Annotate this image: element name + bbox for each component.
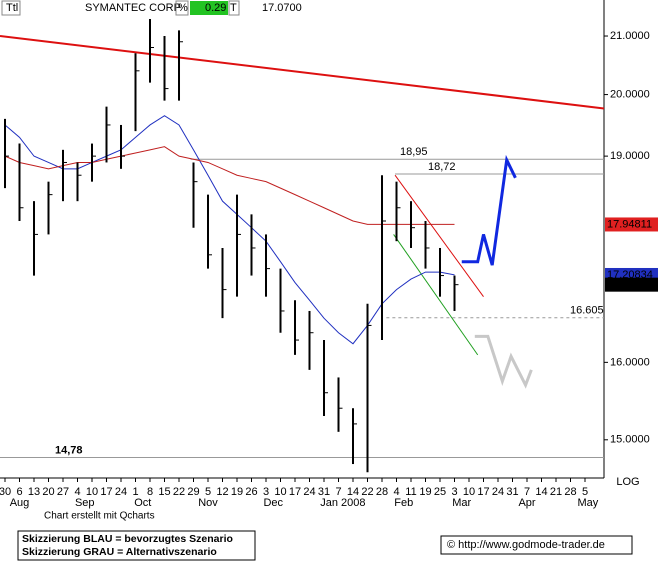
x-tick-label: 15	[158, 486, 170, 498]
month-label: Dec	[263, 497, 283, 509]
header-box	[228, 0, 240, 16]
x-tick-label: 6	[16, 486, 22, 498]
x-tick-label: 19	[231, 486, 243, 498]
x-tick-label: 14	[347, 486, 359, 498]
credit: Chart erstellt mit Qcharts	[44, 511, 155, 522]
x-tick-label: 28	[564, 486, 576, 498]
header-box	[1, 0, 21, 16]
level-label: 18,72	[428, 161, 456, 173]
source: © http://www.godmode-trader.de	[447, 539, 605, 551]
x-tick-label: 12	[216, 486, 228, 498]
scenario	[461, 154, 517, 266]
x-tick-label: 5	[205, 486, 211, 498]
x-tick-label: 24	[492, 486, 504, 498]
header-box	[175, 0, 189, 16]
level-label: 16.605	[570, 305, 604, 317]
x-tick-label: 27	[57, 486, 69, 498]
x-tick-label: 19	[419, 486, 431, 498]
month-label: Jan 2008	[320, 497, 365, 509]
month-label: Apr	[518, 497, 535, 509]
x-tick-label: 21	[550, 486, 562, 498]
x-tick-label: 24	[303, 486, 315, 498]
month-label: Oct	[134, 497, 151, 509]
x-tick-label: 24	[115, 486, 127, 498]
x-tick-label: 26	[245, 486, 257, 498]
pct-label: %	[178, 2, 188, 14]
symbol: Ttl	[6, 2, 18, 14]
x-tick-label: 17	[100, 486, 112, 498]
legend-blue: Skizzierung BLAU = bevorzugtes Szenario	[22, 533, 233, 545]
month-label: Sep	[75, 497, 95, 509]
x-tick-label: 31	[506, 486, 518, 498]
x-tick-label: 7	[335, 486, 341, 498]
x-tick-label: 5	[582, 486, 588, 498]
month-label: Aug	[10, 497, 30, 509]
change: 0.29	[205, 2, 226, 14]
x-tick-label: 8	[147, 486, 153, 498]
x-tick-label: 13	[28, 486, 40, 498]
x-tick-label: 28	[376, 486, 388, 498]
last-price: 17.0700	[262, 2, 302, 14]
x-tick-label: 29	[187, 486, 199, 498]
x-tick-label: 7	[524, 486, 530, 498]
x-tick-label: 1	[132, 486, 138, 498]
legend-box	[17, 530, 256, 561]
scenario	[474, 334, 533, 389]
y-tick-label: 21.0000	[610, 30, 650, 42]
price-tag	[605, 277, 658, 292]
x-tick-label: 25	[434, 486, 446, 498]
x-tick-label: 4	[74, 486, 80, 498]
t-label: T	[230, 2, 237, 14]
month-label: Feb	[394, 497, 413, 509]
company-name: SYMANTEC CORP	[85, 2, 181, 14]
y-tick-label: 19.0000	[610, 150, 650, 162]
moving-average	[4, 115, 455, 345]
x-tick-label: 11	[405, 486, 416, 498]
price-tag-label: 17.0700	[607, 279, 647, 291]
trend-line	[393, 234, 479, 356]
trend-line	[0, 35, 605, 110]
x-tick-label: 17	[289, 486, 301, 498]
x-tick-label: 3	[451, 486, 457, 498]
month-label: Mar	[452, 497, 471, 509]
x-tick-label: 20	[42, 486, 54, 498]
x-tick-label: 4	[393, 486, 399, 498]
x-tick-label: 30	[0, 486, 11, 498]
moving-average	[4, 146, 455, 225]
x-tick-label: 14	[535, 486, 547, 498]
y-tick-label: 15.0000	[610, 434, 650, 446]
legend-grey: Skizzierung GRAU = Alternativszenario	[22, 546, 217, 558]
x-tick-label: 22	[361, 486, 373, 498]
x-tick-label: 31	[318, 486, 330, 498]
price-tag-label: 17.94811	[607, 218, 652, 230]
level-label: 14,78	[55, 444, 83, 456]
trend-line	[394, 174, 484, 297]
month-label: May	[578, 497, 599, 509]
y-tick-label: 20.0000	[610, 88, 650, 100]
source-box	[440, 535, 633, 555]
level-label: 18,95	[400, 146, 428, 158]
x-tick-label: 10	[274, 486, 286, 498]
change-box	[190, 1, 228, 15]
month-label: Nov	[198, 497, 218, 509]
price-tag	[605, 217, 658, 232]
log-label: LOG	[616, 476, 639, 488]
y-tick-label: 16.0000	[610, 356, 650, 368]
x-tick-label: 17	[477, 486, 489, 498]
x-tick-label: 10	[463, 486, 475, 498]
x-tick-label: 10	[86, 486, 98, 498]
x-tick-label: 22	[173, 486, 185, 498]
x-tick-label: 3	[263, 486, 269, 498]
